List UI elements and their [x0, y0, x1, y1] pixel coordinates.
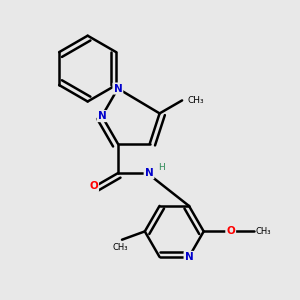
Text: N: N	[145, 168, 153, 178]
Text: O: O	[89, 181, 98, 191]
Text: N: N	[98, 111, 106, 121]
Text: CH₃: CH₃	[256, 227, 271, 236]
Text: O: O	[226, 226, 235, 236]
Text: CH₃: CH₃	[187, 96, 204, 105]
Text: H: H	[158, 164, 165, 172]
Text: N: N	[113, 83, 122, 94]
Text: CH₃: CH₃	[112, 243, 128, 252]
Text: N: N	[184, 252, 193, 262]
